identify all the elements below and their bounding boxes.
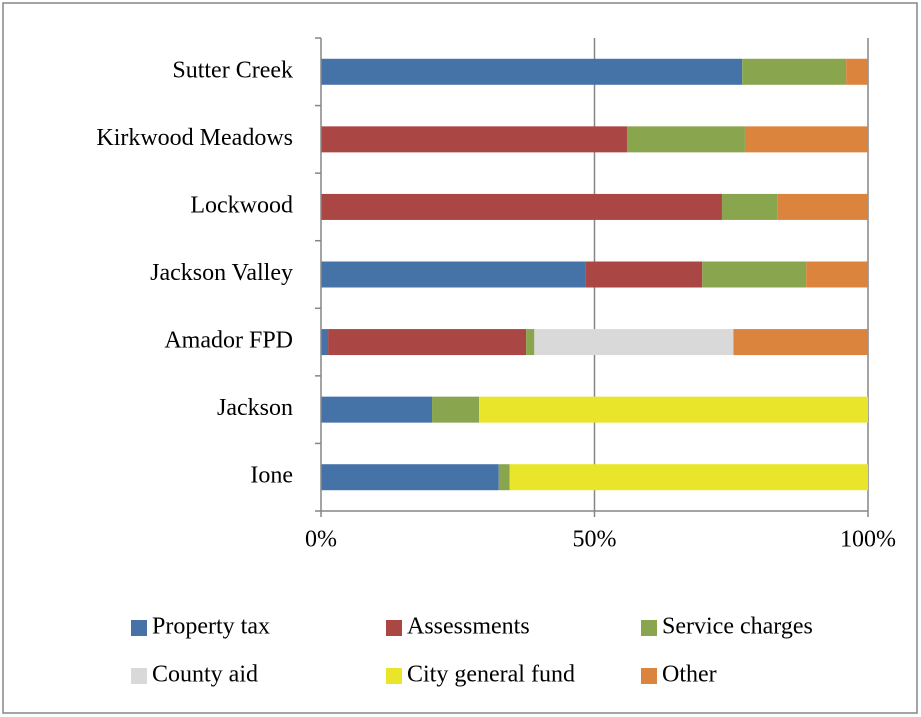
bar-segment bbox=[806, 261, 868, 288]
bar-segment bbox=[627, 126, 745, 153]
bar-segment bbox=[498, 464, 510, 491]
bar-segment bbox=[432, 396, 480, 423]
y-tick-label: Jackson Valley bbox=[150, 260, 293, 286]
legend-swatch bbox=[641, 620, 657, 636]
bar-segment bbox=[742, 58, 847, 85]
y-tick-label: Jackson bbox=[217, 395, 293, 421]
legend-swatch bbox=[641, 668, 657, 684]
bar-segment bbox=[721, 193, 778, 220]
bar-segment bbox=[321, 126, 628, 153]
bar-segment bbox=[733, 329, 868, 356]
bar-segment bbox=[321, 329, 329, 356]
legend-swatch bbox=[386, 620, 402, 636]
legend-swatch bbox=[131, 620, 147, 636]
bar-segment bbox=[702, 261, 807, 288]
y-tick-label: Ione bbox=[250, 463, 293, 489]
y-tick-label: Lockwood bbox=[190, 192, 293, 218]
legend-swatch bbox=[131, 668, 147, 684]
bar-segment bbox=[321, 193, 722, 220]
y-tick-label: Sutter Creek bbox=[172, 57, 293, 83]
x-tick-label: 50% bbox=[573, 527, 617, 553]
bar-segment bbox=[744, 126, 868, 153]
legend-swatch bbox=[386, 668, 402, 684]
bar-segment bbox=[509, 464, 868, 491]
legend-label: Property tax bbox=[152, 614, 270, 640]
legend-label: City general fund bbox=[407, 662, 575, 688]
legend-label: Other bbox=[662, 662, 717, 688]
bar-segment bbox=[479, 396, 868, 423]
bar-segment bbox=[321, 396, 433, 423]
legend-label: County aid bbox=[152, 662, 258, 688]
legend-label: Assessments bbox=[407, 614, 530, 640]
bar-segment bbox=[777, 193, 868, 220]
bar-segment bbox=[321, 58, 743, 85]
bar-segment bbox=[321, 464, 499, 491]
y-tick-label: Kirkwood Meadows bbox=[96, 125, 293, 151]
bar-segment bbox=[321, 261, 586, 288]
legend-label: Service charges bbox=[662, 614, 813, 640]
bar-segment bbox=[328, 329, 527, 356]
bar-segment bbox=[585, 261, 703, 288]
bar-segment bbox=[526, 329, 535, 356]
bar-segment bbox=[846, 58, 868, 85]
x-tick-label: 0% bbox=[305, 527, 337, 553]
x-tick-label: 100% bbox=[840, 527, 896, 553]
y-tick-label: Amador FPD bbox=[164, 328, 293, 354]
bar-segment bbox=[534, 329, 734, 356]
